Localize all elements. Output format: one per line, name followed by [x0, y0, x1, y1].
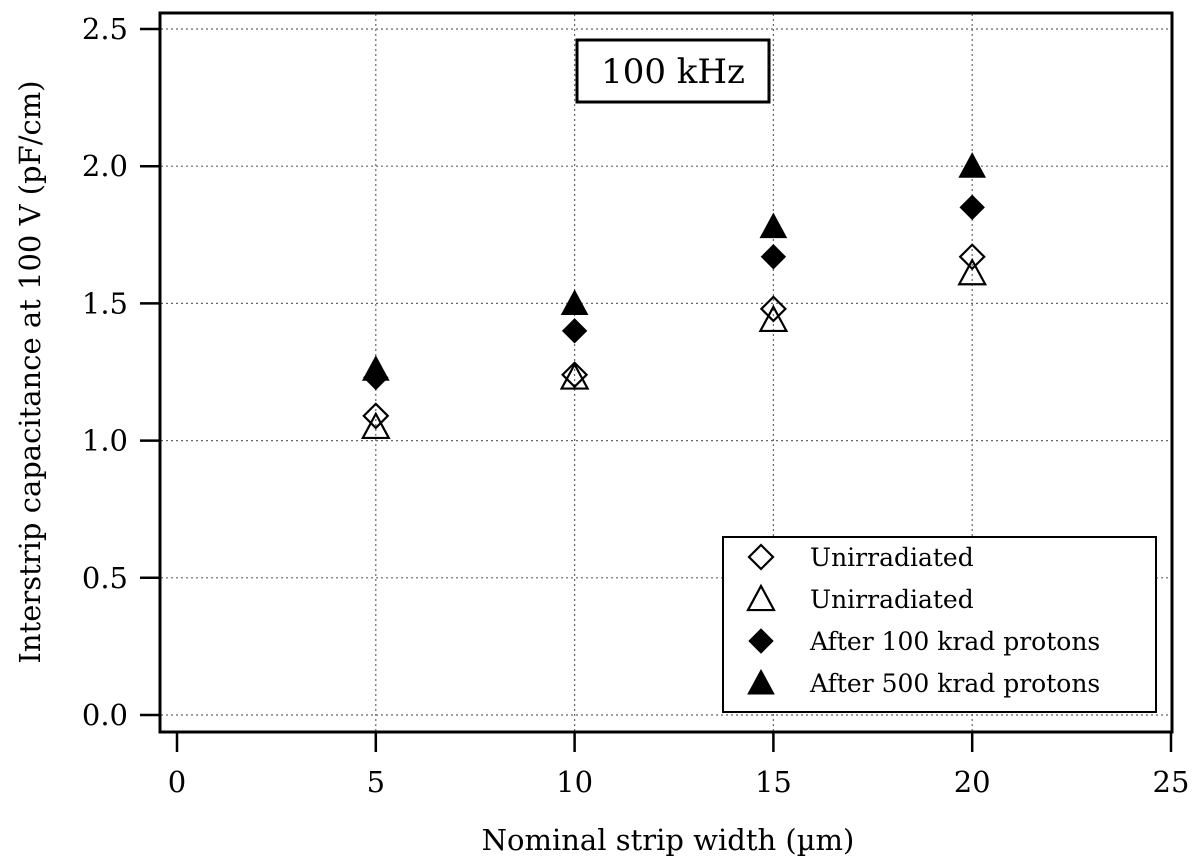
y-tick-label: 2.5: [82, 12, 128, 46]
y-tick-label: 0.0: [82, 698, 128, 732]
data-point: [561, 318, 588, 344]
data-point: [360, 411, 391, 440]
x-tick-label: 25: [1153, 765, 1190, 799]
data-point: [758, 304, 789, 333]
y-tick-label: 0.5: [82, 561, 128, 595]
legend-label: After 500 krad protons: [809, 669, 1100, 698]
legend-label: Unirradiated: [810, 543, 974, 572]
x-tick-label: 20: [954, 765, 991, 799]
y-axis-title: Interstrip capacitance at 100 V (pF/cm): [13, 80, 47, 663]
x-tick-label: 0: [168, 765, 186, 799]
data-point: [760, 244, 787, 270]
annotation-text: 100 kHz: [601, 52, 745, 92]
data-point: [958, 243, 986, 271]
x-tick-label: 15: [755, 765, 792, 799]
legend-marker: [748, 628, 774, 654]
data-point: [361, 355, 390, 381]
data-point: [561, 361, 589, 389]
x-axis-title: Nominal strip width (µm): [482, 823, 855, 857]
data-point: [560, 289, 589, 315]
y-axis: 0.0 0.5 1.0 1.5 2.0 2.5: [82, 12, 160, 732]
data-point: [957, 257, 988, 286]
legend-box: [722, 536, 1157, 713]
plot-frame: [158, 11, 1174, 734]
data-point: [559, 362, 590, 390]
data-point: [362, 402, 390, 430]
y-tick-label: 2.0: [82, 149, 128, 183]
legend-label: After 100 krad protons: [809, 627, 1100, 656]
y-tick-label: 1.5: [82, 286, 128, 320]
frequency-annotation: 100 kHz: [575, 38, 771, 104]
data-points: [360, 152, 988, 440]
data-point: [759, 295, 787, 323]
legend-marker: [747, 668, 775, 695]
annotation-box: [575, 38, 771, 104]
y-tick-label: 1.0: [82, 424, 128, 458]
legend-label: Unirradiated: [810, 585, 974, 614]
data-point: [958, 152, 987, 178]
legend-marker: [747, 543, 775, 571]
x-axis: 0 5 10 15 20 25: [168, 732, 1190, 799]
data-point: [959, 194, 985, 221]
data-point: [759, 212, 788, 239]
legend-marker: [746, 583, 776, 612]
x-tick-label: 5: [367, 765, 385, 799]
x-tick-label: 10: [556, 765, 593, 799]
legend: Unirradiated Unirradiated After 100 krad p…: [722, 536, 1157, 713]
